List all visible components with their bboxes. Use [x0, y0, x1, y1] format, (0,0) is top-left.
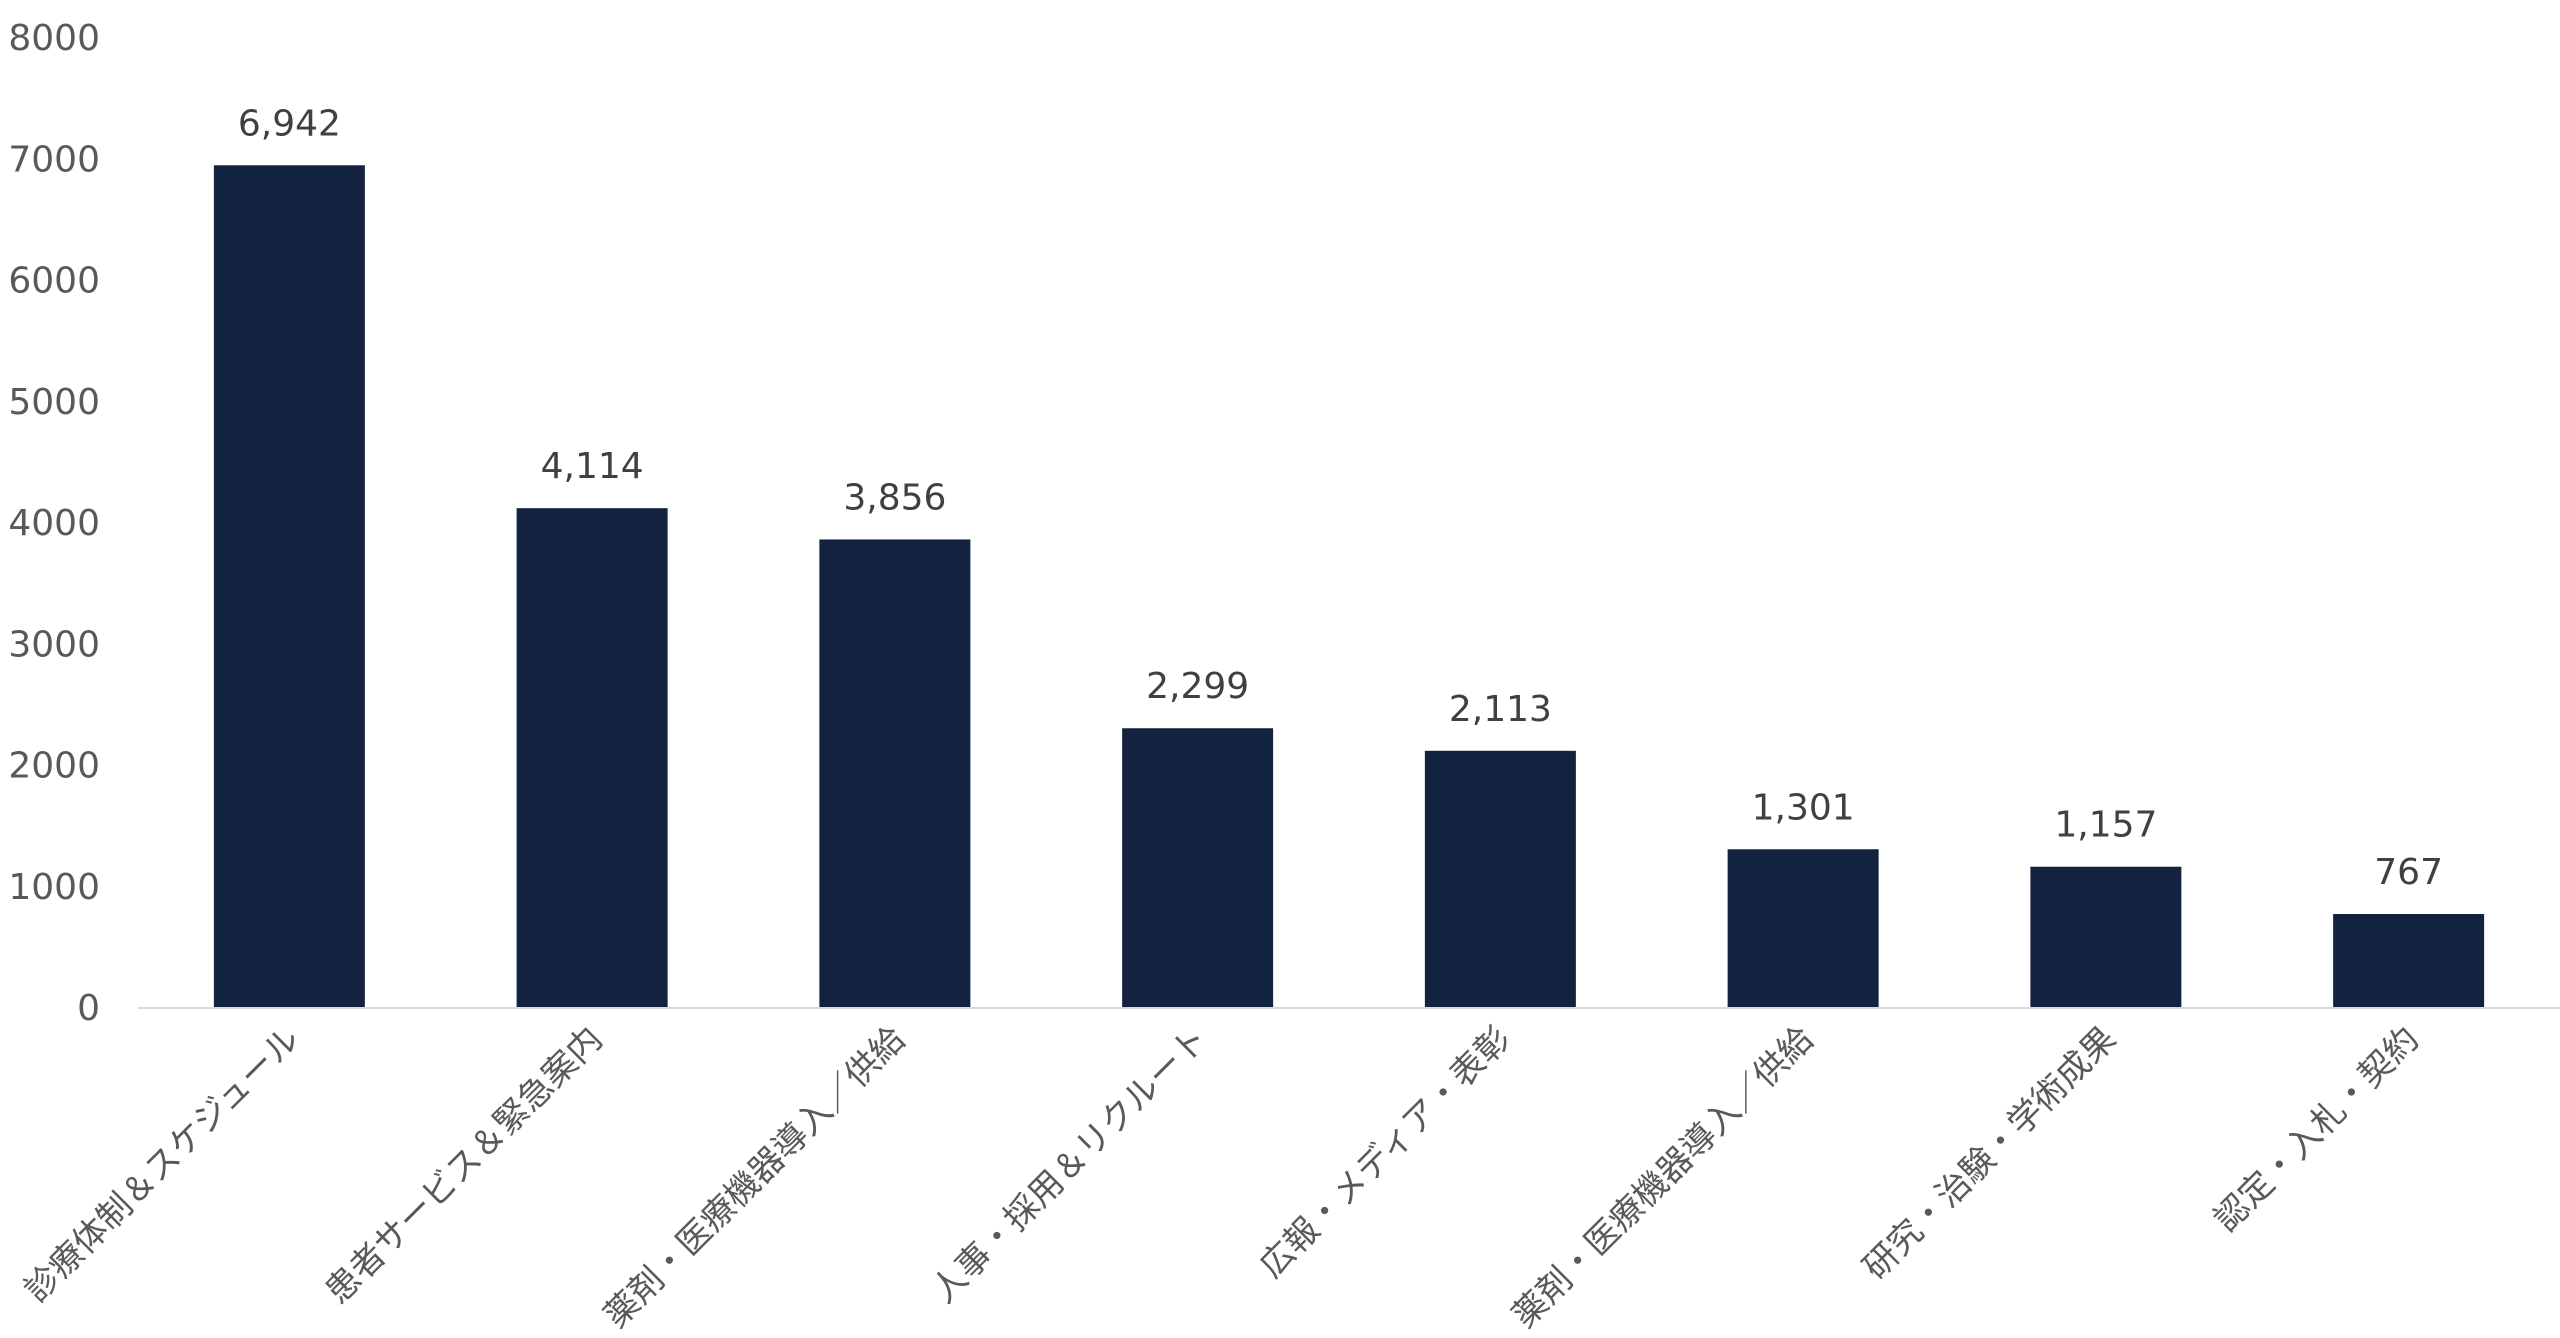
bars: [213, 165, 2485, 1008]
category-label: 人事・採用＆リクルート: [924, 1019, 1216, 1311]
y-tick-label: 8000: [8, 18, 100, 59]
category-label: 診療体制＆スケジュール: [17, 1019, 308, 1310]
bar: [2333, 914, 2485, 1007]
category-label: 薬剤・医療機器導入／供給: [596, 1019, 913, 1336]
data-label: 4,114: [541, 446, 644, 487]
data-label: 1,301: [1752, 787, 1855, 828]
y-axis-ticks: 0 1000 2000 3000 4000 5000 6000 7000 8000: [8, 18, 100, 1029]
category-label: 薬剤・医療機器導入／供給: [1505, 1019, 1822, 1336]
y-tick-label: 4000: [8, 503, 100, 544]
y-tick-label: 3000: [8, 624, 100, 665]
data-label: 1,157: [2054, 805, 2157, 846]
bar: [1727, 849, 1879, 1007]
y-tick-label: 2000: [8, 746, 100, 787]
bar: [213, 165, 365, 1008]
category-label: 認定・入札・契約: [2206, 1019, 2427, 1240]
data-labels: 6,942 4,114 3,856 2,299 2,113 1,301 1,157 767: [238, 103, 2443, 893]
bar: [1424, 750, 1576, 1007]
data-label: 2,113: [1449, 689, 1552, 730]
y-tick-label: 6000: [8, 261, 100, 302]
y-tick-label: 1000: [8, 867, 100, 908]
category-label: 患者サービス＆緊急案内: [318, 1019, 611, 1312]
y-tick-label: 7000: [8, 139, 100, 180]
data-label: 3,856: [843, 477, 946, 518]
y-tick-label: 5000: [8, 382, 100, 423]
bar: [2030, 866, 2182, 1007]
data-label: 2,299: [1146, 666, 1249, 707]
data-label: 767: [2374, 852, 2443, 893]
bar: [819, 539, 971, 1007]
category-label: 研究・治験・学術成果: [1856, 1019, 2125, 1288]
bar: [1122, 728, 1274, 1007]
category-label: 広報・メディア・表彰: [1252, 1019, 1519, 1286]
data-label: 6,942: [238, 103, 341, 144]
bar: [516, 508, 668, 1007]
y-tick-label: 0: [77, 988, 100, 1029]
